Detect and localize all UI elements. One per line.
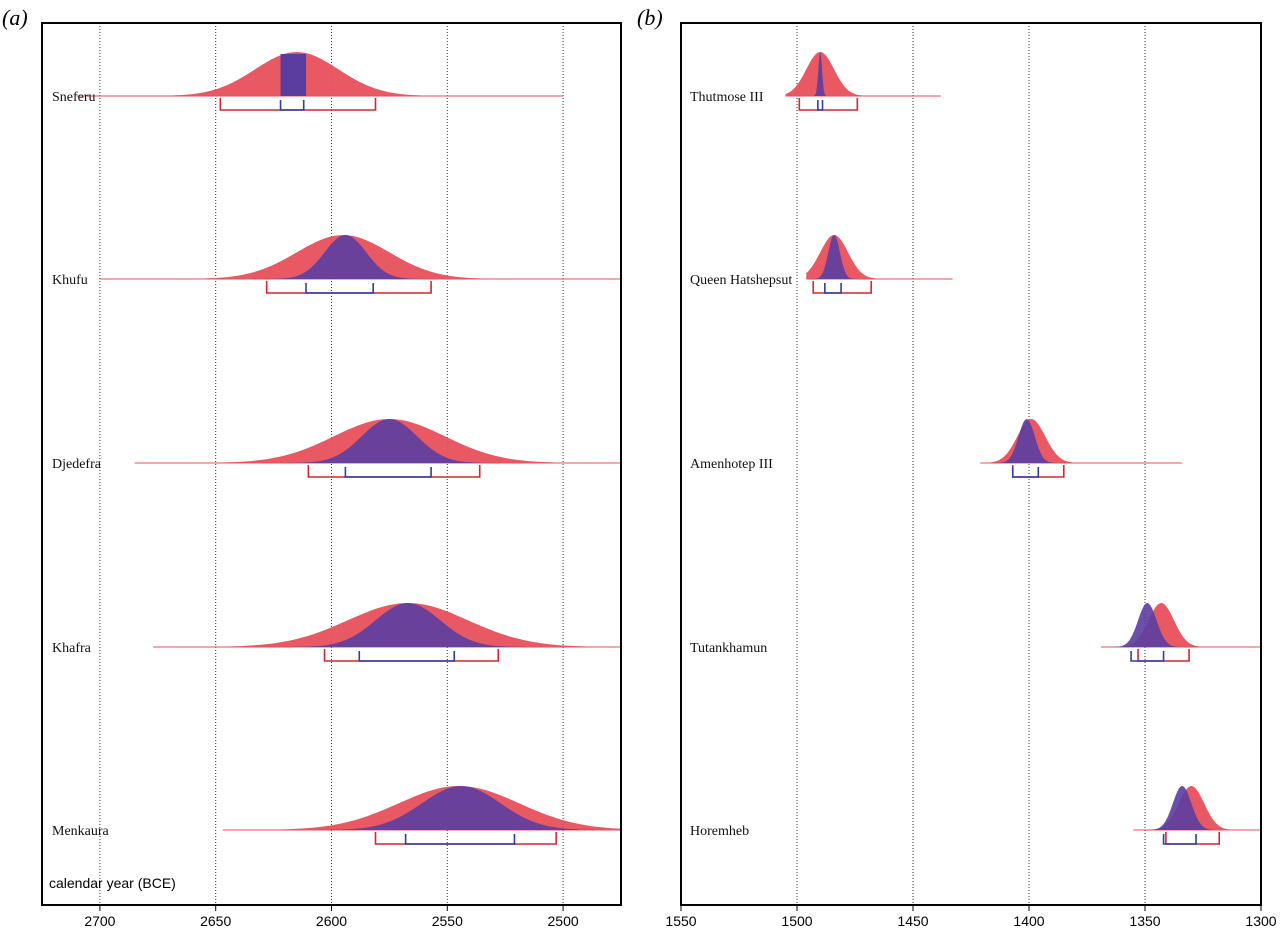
- row-label-amenhotep-iii: Amenhotep III: [690, 457, 773, 472]
- unmodelled-range-queen-hatshepsut: [812, 281, 873, 294]
- modelled-range-khufu: [305, 283, 374, 294]
- unmodelled-range-khufu: [265, 281, 432, 294]
- panel-b: Thutmose III Queen Hatshepsut Amenhotep II…: [637, 5, 1277, 929]
- row-label-djedefra: Djedefra: [52, 457, 102, 472]
- modelled-distribution-tutankhamun: [1110, 603, 1185, 647]
- x-tick-label-2600: 2600: [316, 913, 347, 929]
- x-tick-label-2700: 2700: [84, 913, 115, 929]
- unmodelled-range-horemheb: [1165, 832, 1221, 845]
- modelled-distribution-thutmose-iii: [812, 52, 828, 96]
- modelled-distribution-amenhotep-iii: [994, 419, 1060, 463]
- modelled-range-amenhotep-iii: [1011, 467, 1040, 478]
- modelled-range-sneferu: [279, 100, 305, 111]
- unmodelled-range-thutmose-iii: [798, 98, 859, 111]
- x-tick-label-1500: 1500: [781, 913, 812, 929]
- modelled-range-thutmose-iii: [817, 100, 824, 111]
- modelled-range-horemheb: [1162, 834, 1197, 845]
- unmodelled-range-djedefra: [307, 465, 481, 478]
- unmodelled-distribution-tutankhamun: [1110, 603, 1213, 647]
- panel-b-frame: [680, 22, 1262, 906]
- panel-b-label: (b): [637, 5, 663, 30]
- x-axis-label: calendar year (BCE): [49, 875, 176, 891]
- x-tick-label-1400: 1400: [1013, 913, 1044, 929]
- row-label-thutmose-iii: Thutmose III: [690, 90, 764, 105]
- x-tick-label-1350: 1350: [1129, 913, 1160, 929]
- x-tick-label-1550: 1550: [665, 913, 696, 929]
- modelled-range-djedefra: [344, 467, 432, 478]
- unmodelled-distribution-thutmose-iii: [785, 52, 876, 96]
- row-label-khufu: Khufu: [52, 273, 88, 288]
- unmodelled-distribution-queen-hatshepsut: [806, 235, 890, 279]
- unmodelled-range-sneferu: [219, 98, 377, 111]
- x-tick-label-2650: 2650: [200, 913, 231, 929]
- modelled-range-tutankhamun: [1130, 651, 1165, 662]
- modelled-distribution-djedefra: [278, 419, 501, 463]
- panel-a-label: (a): [2, 5, 28, 30]
- row-label-horemheb: Horemheb: [690, 824, 749, 839]
- modelled-distribution-khafra: [278, 603, 538, 647]
- row-label-tutankhamun: Tutankhamun: [690, 641, 767, 656]
- modelled-distribution-khufu: [262, 235, 429, 279]
- modelled-distribution-queen-hatshepsut: [810, 235, 858, 279]
- x-tick-label-1300: 1300: [1245, 913, 1276, 929]
- modelled-range-menkaura: [404, 834, 516, 845]
- x-tick-label-2500: 2500: [548, 913, 579, 929]
- x-tick-label-2550: 2550: [432, 913, 463, 929]
- row-label-queen-hatshepsut: Queen Hatshepsut: [690, 273, 792, 288]
- row-label-khafra: Khafra: [52, 641, 92, 656]
- modelled-range-queen-hatshepsut: [824, 283, 842, 294]
- unmodelled-range-khafra: [323, 649, 500, 662]
- modelled-distribution-menkaura: [303, 786, 619, 830]
- modelled-distribution-sneferu: [280, 54, 307, 96]
- row-label-menkaura: Menkaura: [52, 824, 110, 839]
- modelled-distribution-horemheb: [1145, 786, 1220, 830]
- panel-a: Sneferu Khufu Djedefra Khafra Menkaura 2700 2…: [2, 5, 622, 929]
- row-label-sneferu: Sneferu: [52, 90, 96, 105]
- modelled-range-khafra: [358, 651, 456, 662]
- unmodelled-range-menkaura: [374, 832, 557, 845]
- x-tick-label-1450: 1450: [897, 913, 928, 929]
